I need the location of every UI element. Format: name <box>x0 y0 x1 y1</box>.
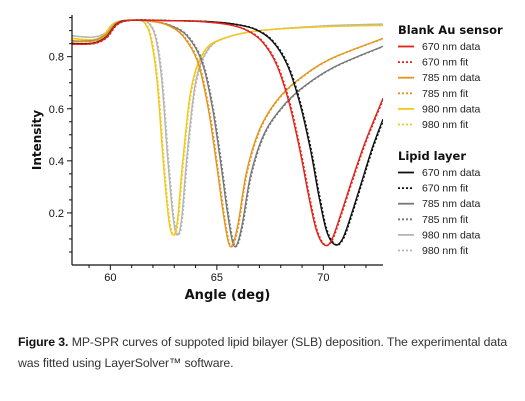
legend-label: 670 nm fit <box>422 57 468 69</box>
legend-label: 785 nm fit <box>422 214 468 226</box>
legend-label: 980 nm data <box>422 103 481 115</box>
y-tick-label: 0.2 <box>49 208 64 220</box>
legend-label: 785 nm data <box>422 198 481 210</box>
series-line-1 <box>72 19 383 236</box>
series-line-4 <box>72 19 383 236</box>
legend-label: 785 nm fit <box>422 88 468 100</box>
y-axis-title: Intensity <box>30 110 44 170</box>
legend-label: 980 nm fit <box>422 119 468 131</box>
x-tick-label: 60 <box>104 272 116 284</box>
legend-label: 670 nm data <box>422 167 481 179</box>
plot-area <box>72 19 383 248</box>
axes: 60 65 70 0.2 0.4 0.6 0.8 Angle (deg) Intensity <box>30 15 383 303</box>
figure-caption: Figure 3. MP-SPR curves of suppoted lipi… <box>18 332 513 374</box>
legend-label: 785 nm data <box>422 72 481 84</box>
series-line-11 <box>72 19 383 247</box>
series-line-12 <box>72 19 383 247</box>
series-line-10 <box>72 19 383 246</box>
series-line-8 <box>72 19 383 248</box>
legend-label: 670 nm data <box>422 41 481 53</box>
legend: Blank Au sensor 670 nm data 670 nm fit 785 … <box>398 23 503 257</box>
legend-group-title: Lipid layer <box>398 149 466 163</box>
legend-label: 980 nm data <box>422 229 481 241</box>
series-line-6 <box>72 19 383 248</box>
series-line-3 <box>72 19 383 236</box>
legend-label: 670 nm fit <box>422 183 468 195</box>
caption-text: MP-SPR curves of suppoted lipid bilayer … <box>18 335 508 370</box>
x-axis-title: Angle (deg) <box>185 288 271 303</box>
series-line-2 <box>72 19 383 236</box>
x-tick-label: 65 <box>211 272 223 284</box>
x-tick-label: 70 <box>317 272 329 284</box>
spr-chart: 60 65 70 0.2 0.4 0.6 0.8 Angle (deg) Intensity B… <box>30 15 503 303</box>
y-tick-label: 0.8 <box>49 52 64 64</box>
legend-label: 980 nm fit <box>422 245 468 257</box>
caption-label: Figure 3. <box>18 335 69 349</box>
y-tick-label: 0.4 <box>49 156 64 168</box>
y-tick-label: 0.6 <box>49 104 64 116</box>
series-line-5 <box>72 19 383 248</box>
legend-group-title: Blank Au sensor <box>398 23 503 37</box>
